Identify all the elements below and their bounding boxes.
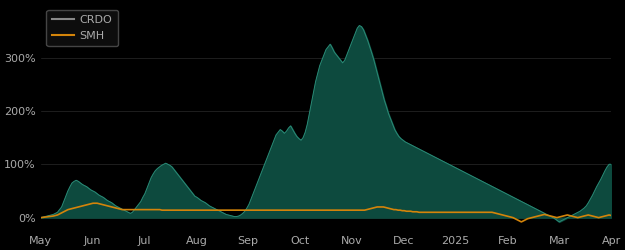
Legend: CRDO, SMH: CRDO, SMH (46, 10, 118, 46)
